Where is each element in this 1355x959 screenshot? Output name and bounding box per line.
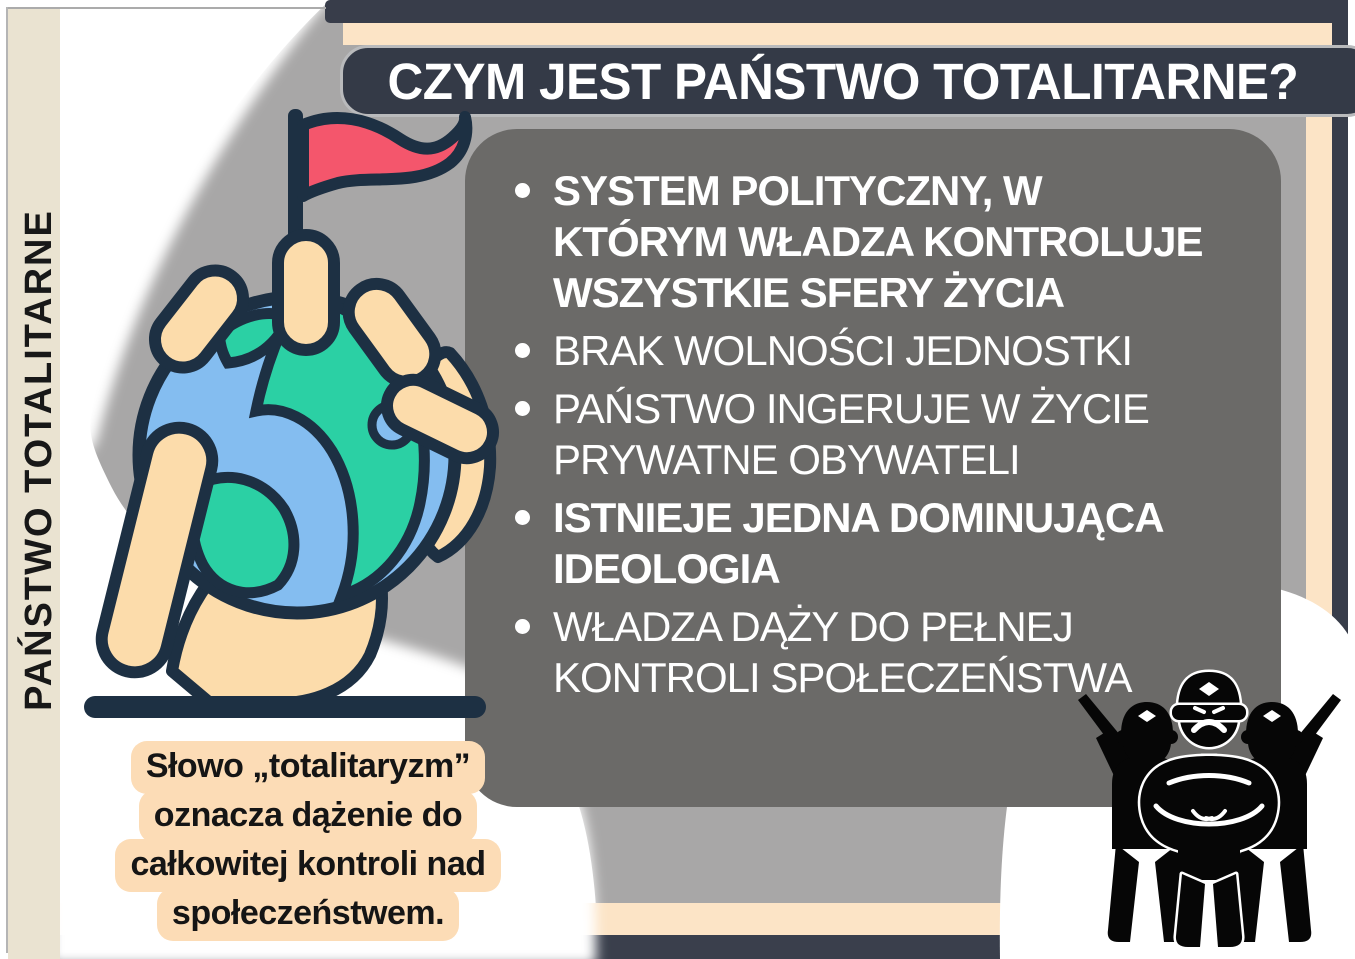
note-box: Słowo „totalitaryzm” oznacza dążenie do ca… [90,741,526,941]
red-flag-icon [297,111,473,202]
hand-thumb [95,421,219,679]
base-line [84,696,486,718]
left-sidebar [8,9,60,959]
frame-top-peach [343,23,1332,45]
frame-right-navy [1332,0,1348,660]
globe-continent-northwest [214,308,295,369]
finger-right [381,373,499,465]
white-swoosh-top-left [50,0,328,470]
bullet-item-3: PAŃSTWO INGERUJE W ŻYCIE PRYWATNE OBYWAT… [515,383,1255,485]
bullet-item-4: ISTNIEJE JEDNA DOMINUJĄCA IDEOLOGIA [515,492,1255,594]
sidebar-vertical-label: PAŃSTWO TOTALITARNE [17,209,60,711]
page-border-left [6,7,8,953]
right-white-margin [1348,0,1355,959]
note-line-3: całkowitej kontroli nad [115,839,501,892]
note-line-1: Słowo „totalitaryzm” [130,741,486,794]
page-title: CZYM JEST PAŃSTWO TOTALITARNE? [387,52,1299,110]
finger-top [272,229,340,356]
frame-top-navy [325,0,1348,23]
finger-upper-left [148,264,250,374]
note-line-4: społeczeństwem. [156,888,460,941]
bullet-list: SYSTEM POLITYCZNY, W KTÓRYM WŁADZA KONTR… [465,129,1281,703]
three-soldiers-with-rifles-silhouette-icon [1078,669,1341,950]
globe-illustration [70,95,510,725]
soldiers-illustration [1072,634,1347,954]
hand-holding-globe-with-flag-icon [84,109,499,718]
bullet-item-1: SYSTEM POLITYCZNY, W KTÓRYM WŁADZA KONTR… [515,165,1255,318]
definition-card: SYSTEM POLITYCZNY, W KTÓRYM WŁADZA KONTR… [465,129,1281,807]
note-line-2: oznacza dążenie do [138,790,478,843]
title-banner: CZYM JEST PAŃSTWO TOTALITARNE? [340,45,1355,117]
page-border-top [6,7,326,9]
bullet-item-2: BRAK WOLNOŚCI JEDNOSTKI [515,325,1255,376]
bullet-item-5: WŁADZA DĄŻY DO PEŁNEJ KONTROLI SPOŁECZEŃ… [515,601,1255,703]
frame-right-peach [1306,45,1332,625]
